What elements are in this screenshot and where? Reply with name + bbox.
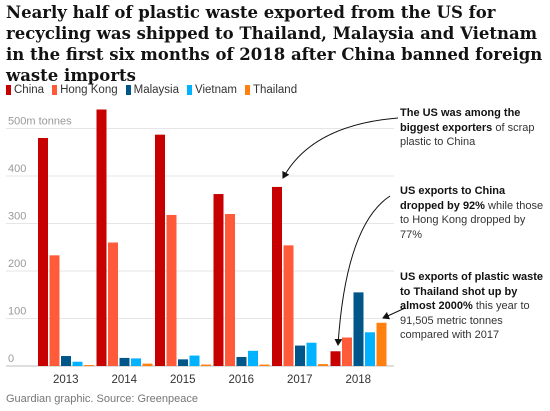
x-tick-label: 2016 xyxy=(228,374,254,386)
annotation-china-drop: US exports to China dropped by 92% while… xyxy=(400,184,545,242)
x-tick-label: 2018 xyxy=(345,374,371,386)
legend-item: Malaysia xyxy=(125,84,179,96)
annotation-arrow xyxy=(282,117,399,179)
bar-vietnam-2017 xyxy=(306,342,317,366)
legend: China Hong Kong Malaysia Vietnam Thailand xyxy=(6,84,297,96)
source-credit: Guardian graphic. Source: Greenpeace xyxy=(6,393,199,405)
bar-thailand-2018 xyxy=(376,322,387,366)
y-tick-label: 100 xyxy=(8,306,26,318)
annotation-arrow xyxy=(382,307,406,320)
legend-label: Malaysia xyxy=(133,84,179,96)
annotation-text: of scrap plastic to China xyxy=(400,121,535,149)
bar-china-2015 xyxy=(155,134,165,366)
legend-item: Hong Kong xyxy=(52,84,118,96)
x-tick-label: 2015 xyxy=(170,374,196,386)
bar-china-2013 xyxy=(38,138,48,366)
legend-swatch xyxy=(244,85,250,95)
y-tick-label: 500m tonnes xyxy=(8,116,72,128)
legend-swatch xyxy=(125,85,131,95)
bar-malaysia-2015 xyxy=(178,359,188,366)
legend-item: China xyxy=(6,84,44,96)
legend-item: Thailand xyxy=(244,84,298,96)
bar-vietnam-2016 xyxy=(248,350,258,366)
y-tick-label: 200 xyxy=(8,258,26,270)
y-tick-label: 0 xyxy=(8,353,14,365)
legend-label: China xyxy=(14,84,45,96)
bar-hong-kong-2013 xyxy=(49,255,60,366)
bar-vietnam-2018 xyxy=(365,332,375,366)
legend-label: Vietnam xyxy=(195,84,237,96)
bar-china-2016 xyxy=(213,194,224,366)
bar-hong-kong-2017 xyxy=(283,245,294,366)
y-tick-label: 300 xyxy=(8,211,26,223)
bar-malaysia-2016 xyxy=(236,356,247,366)
bar-thailand-2014 xyxy=(142,363,153,366)
legend-item: Vietnam xyxy=(187,84,237,96)
legend-label: Hong Kong xyxy=(60,84,118,96)
annotation-arrows xyxy=(282,117,406,346)
bar-malaysia-2018 xyxy=(353,292,364,366)
bar-malaysia-2017 xyxy=(295,345,305,366)
legend-swatch xyxy=(52,85,58,95)
bar-china-2018 xyxy=(330,351,341,366)
x-tick-label: 2014 xyxy=(111,374,137,386)
annotation-bold: US exports to China dropped by 92% xyxy=(400,185,506,212)
annotation-bold: The US was among the biggest exporters xyxy=(400,107,521,134)
annotation-text: this year to 91,505 metric tonnes compar… xyxy=(400,300,530,341)
bar-vietnam-2014 xyxy=(131,358,141,366)
chart-title: Nearly half of plastic waste exported fr… xyxy=(6,3,543,85)
bar-thailand-2013 xyxy=(84,365,94,366)
bar-hong-kong-2014 xyxy=(108,242,118,366)
annotation-thailand-rise: US exports of plastic waste to Thailand … xyxy=(400,270,545,343)
bar-china-2017 xyxy=(272,186,282,366)
x-tick-label: 2013 xyxy=(53,374,79,386)
annotation-bold: US exports of plastic waste to Thailand … xyxy=(400,271,544,312)
annotation-text: while those to Hong Kong dropped by 77% xyxy=(400,199,544,241)
annotation-us-biggest-exporter: The US was among the biggest exporters o… xyxy=(400,106,545,150)
bar-china-2014 xyxy=(96,109,107,366)
bar-hong-kong-2016 xyxy=(225,214,235,366)
legend-label: Thailand xyxy=(252,84,298,96)
annotation-arrow xyxy=(334,195,391,346)
y-tick-label: 400 xyxy=(8,163,26,175)
bar-vietnam-2013 xyxy=(72,361,83,366)
bar-thailand-2016 xyxy=(259,364,270,366)
bar-vietnam-2015 xyxy=(189,355,200,366)
bar-hong-kong-2018 xyxy=(342,337,352,366)
bar-hong-kong-2015 xyxy=(166,214,177,366)
legend-swatch xyxy=(6,85,11,95)
bar-malaysia-2014 xyxy=(119,357,130,366)
legend-swatch xyxy=(187,85,192,95)
x-tick-label: 2017 xyxy=(287,374,313,386)
bar-malaysia-2013 xyxy=(61,356,71,366)
bar-thailand-2015 xyxy=(201,364,211,366)
bar-thailand-2017 xyxy=(318,364,328,366)
